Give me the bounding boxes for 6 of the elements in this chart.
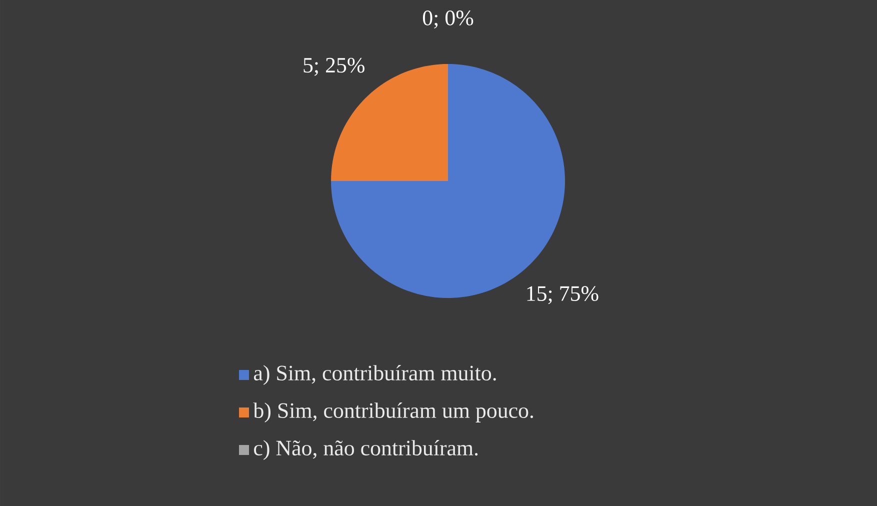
text: 0; 0% [422,10,474,29]
data-label: 5; 25% [304,58,364,76]
data-label: 15; 75% [527,286,598,304]
legend-label: c) Não, não contribuíram. [254,440,478,460]
legend-label: a) Sim, contribuíram muito. [254,365,496,385]
legend-label: b) Sim, contribuíram um pouco. [253,402,534,422]
